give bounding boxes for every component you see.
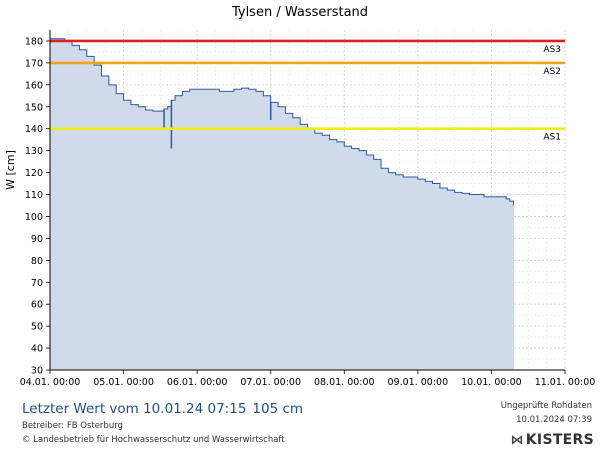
last-value-label: Letzter Wert vom 10.01.24 07:15 <box>22 401 247 417</box>
y-tick-label: 120 <box>25 168 43 179</box>
y-tick-label: 130 <box>25 146 43 157</box>
threshold-label: AS3 <box>543 45 561 55</box>
y-tick-label: 50 <box>31 322 43 333</box>
copyright-text: © Landesbetrieb für Hochwasserschutz und… <box>22 435 285 445</box>
threshold-layer: AS3 AS2 AS1 <box>50 39 565 143</box>
threshold-label: AS1 <box>543 133 561 143</box>
last-value: Letzter Wert vom 10.01.24 07:15 105 cm <box>22 401 309 417</box>
status-line-2: 10.01.2024 07:39 <box>516 415 592 425</box>
x-tick-label: 06.01. 00:00 <box>167 377 228 388</box>
chart-title: Tylsen / Wasserstand <box>231 5 369 20</box>
y-tick-label: 110 <box>25 190 43 201</box>
status-line-1: Ungeprüfte Rohdaten <box>500 401 592 411</box>
logo-text: KISTERS <box>525 432 594 448</box>
y-tick-label: 170 <box>25 58 43 69</box>
y-tick-label: 60 <box>31 300 43 311</box>
y-tick-label: 140 <box>25 124 43 135</box>
y-tick-label: 150 <box>25 102 43 113</box>
kisters-logo: ⋈ KISTERS <box>510 432 594 448</box>
x-tick-label: 05.01. 00:00 <box>93 377 154 388</box>
series-layer <box>50 38 514 371</box>
x-tick-label: 08.01. 00:00 <box>314 377 375 388</box>
kisters-k-icon: ⋈ <box>510 432 524 448</box>
series-line <box>50 38 514 206</box>
y-tick-label: 90 <box>31 234 43 245</box>
data-status: Ungeprüfte Rohdaten 10.01.2024 07:39 <box>501 401 592 429</box>
threshold-label: AS2 <box>543 67 561 77</box>
series-area <box>50 38 514 371</box>
y-tick-label: 40 <box>31 344 43 355</box>
x-tick-label: 07.01. 00:00 <box>240 377 301 388</box>
last-value-reading: 105 cm <box>252 401 304 417</box>
x-tick-label: 09.01. 00:00 <box>388 377 449 388</box>
y-axis-label: W [cm] <box>4 150 17 190</box>
y-tick-label: 160 <box>25 80 43 91</box>
x-tick-label: 10.01. 00:00 <box>461 377 522 388</box>
y-tick-label: 80 <box>31 256 43 267</box>
axes-layer: 30 40 50 60 70 80 90 100 110 120 130 140 150 160 170 18… <box>20 30 596 388</box>
x-tick-label: 04.01. 00:00 <box>20 377 81 388</box>
operator-text: Betreiber: FB Osterburg <box>22 421 123 431</box>
x-tick-label: 11.01. 00:00 <box>535 377 596 388</box>
y-tick-label: 70 <box>31 278 43 289</box>
y-tick-label: 100 <box>25 212 43 223</box>
y-tick-label: 30 <box>31 366 43 377</box>
y-tick-label: 180 <box>25 36 43 47</box>
